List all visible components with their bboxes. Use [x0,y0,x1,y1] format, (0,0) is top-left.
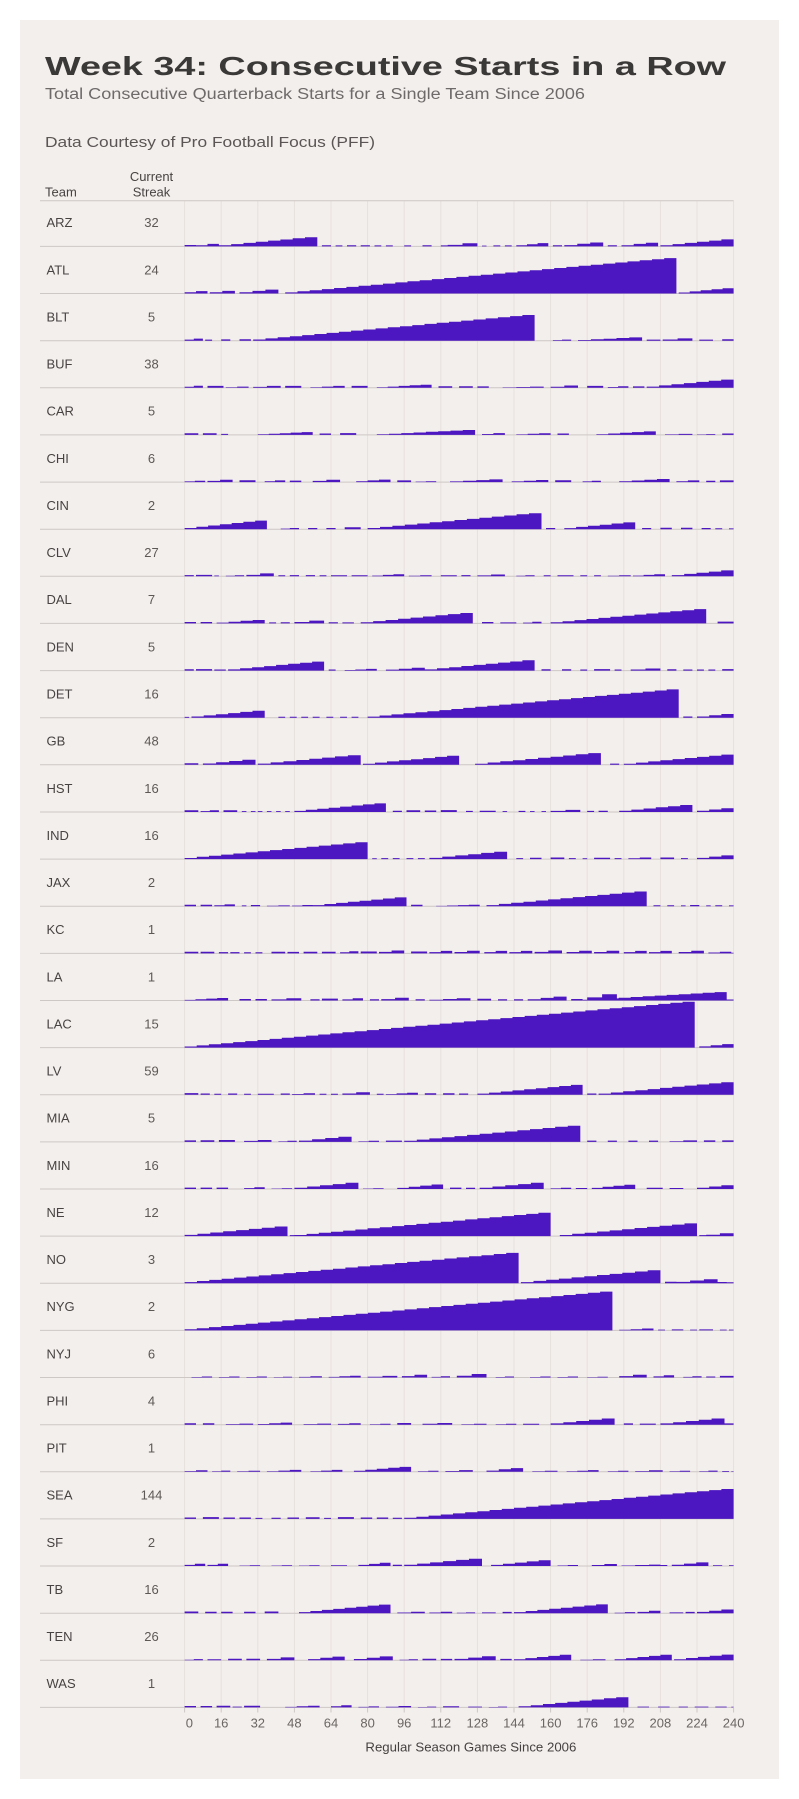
svg-text:59: 59 [144,1064,158,1079]
svg-text:4: 4 [148,1394,155,1409]
svg-text:5: 5 [148,404,155,419]
svg-text:BLT: BLT [47,310,70,325]
svg-text:HST: HST [47,781,73,796]
svg-text:5: 5 [148,639,155,654]
svg-text:64: 64 [324,1716,338,1731]
svg-text:208: 208 [650,1716,672,1731]
svg-text:32: 32 [251,1716,265,1731]
svg-text:128: 128 [467,1716,489,1731]
svg-text:NO: NO [47,1252,67,1267]
svg-text:240: 240 [723,1716,745,1731]
svg-text:MIA: MIA [47,1111,70,1126]
svg-text:15: 15 [144,1016,158,1031]
svg-text:144: 144 [503,1716,525,1731]
svg-text:Week 34: Consecutive Starts in: Week 34: Consecutive Starts in a Row [45,51,727,81]
svg-text:32: 32 [144,215,158,230]
svg-text:2: 2 [148,1299,155,1314]
svg-text:2: 2 [148,875,155,890]
svg-text:48: 48 [287,1716,301,1731]
svg-text:PHI: PHI [47,1394,69,1409]
svg-text:LV: LV [47,1064,62,1079]
svg-text:16: 16 [214,1716,228,1731]
svg-text:JAX: JAX [47,875,71,890]
svg-text:Regular Season Games Since 200: Regular Season Games Since 2006 [365,1740,576,1755]
svg-text:CHI: CHI [47,451,69,466]
svg-text:Total Consecutive Quarterback: Total Consecutive Quarterback Starts for… [45,86,585,103]
svg-text:6: 6 [148,451,155,466]
svg-text:1: 1 [148,1441,155,1456]
svg-text:ATL: ATL [47,262,70,277]
svg-text:192: 192 [613,1716,635,1731]
svg-text:Current: Current [130,169,174,184]
svg-text:224: 224 [686,1716,708,1731]
svg-text:2: 2 [148,1535,155,1550]
svg-text:SF: SF [47,1535,64,1550]
svg-text:CLV: CLV [47,545,72,560]
svg-text:NYJ: NYJ [47,1346,72,1361]
svg-text:26: 26 [144,1629,158,1644]
svg-text:0: 0 [186,1716,193,1731]
svg-text:16: 16 [144,687,158,702]
svg-text:5: 5 [148,310,155,325]
svg-text:1: 1 [148,1676,155,1691]
svg-text:WAS: WAS [47,1676,76,1691]
svg-text:Data Courtesy of Pro Football: Data Courtesy of Pro Football Focus (PFF… [45,135,375,151]
svg-text:CIN: CIN [47,498,69,513]
svg-text:2: 2 [148,498,155,513]
svg-text:16: 16 [144,828,158,843]
svg-text:NE: NE [47,1205,65,1220]
svg-text:SEA: SEA [47,1488,73,1503]
svg-text:48: 48 [144,734,158,749]
svg-text:16: 16 [144,781,158,796]
svg-text:6: 6 [148,1346,155,1361]
svg-text:GB: GB [47,734,66,749]
svg-text:144: 144 [141,1488,163,1503]
svg-text:7: 7 [148,592,155,607]
svg-text:27: 27 [144,545,158,560]
svg-text:PIT: PIT [47,1441,67,1456]
svg-text:CAR: CAR [47,404,74,419]
svg-text:DEN: DEN [47,639,74,654]
svg-text:80: 80 [360,1716,374,1731]
svg-text:5: 5 [148,1111,155,1126]
svg-text:IND: IND [47,828,69,843]
svg-text:16: 16 [144,1582,158,1597]
svg-text:112: 112 [430,1716,451,1731]
svg-text:160: 160 [540,1716,562,1731]
svg-text:NYG: NYG [47,1299,75,1314]
svg-text:12: 12 [144,1205,158,1220]
svg-text:LA: LA [47,969,63,984]
svg-text:TEN: TEN [47,1629,73,1644]
svg-text:MIN: MIN [47,1158,71,1173]
svg-text:16: 16 [144,1158,158,1173]
svg-text:1: 1 [148,969,155,984]
svg-text:DET: DET [47,687,73,702]
svg-text:ARZ: ARZ [47,215,73,230]
svg-text:Team: Team [45,185,77,200]
svg-text:3: 3 [148,1252,155,1267]
svg-text:38: 38 [144,357,158,372]
svg-text:Streak: Streak [133,185,171,200]
svg-text:1: 1 [148,922,155,937]
svg-text:176: 176 [576,1716,598,1731]
svg-text:TB: TB [47,1582,64,1597]
svg-text:96: 96 [397,1716,411,1731]
svg-text:LAC: LAC [47,1016,72,1031]
svg-text:24: 24 [144,262,158,277]
svg-text:KC: KC [47,922,65,937]
svg-text:BUF: BUF [47,357,73,372]
svg-text:DAL: DAL [47,592,72,607]
